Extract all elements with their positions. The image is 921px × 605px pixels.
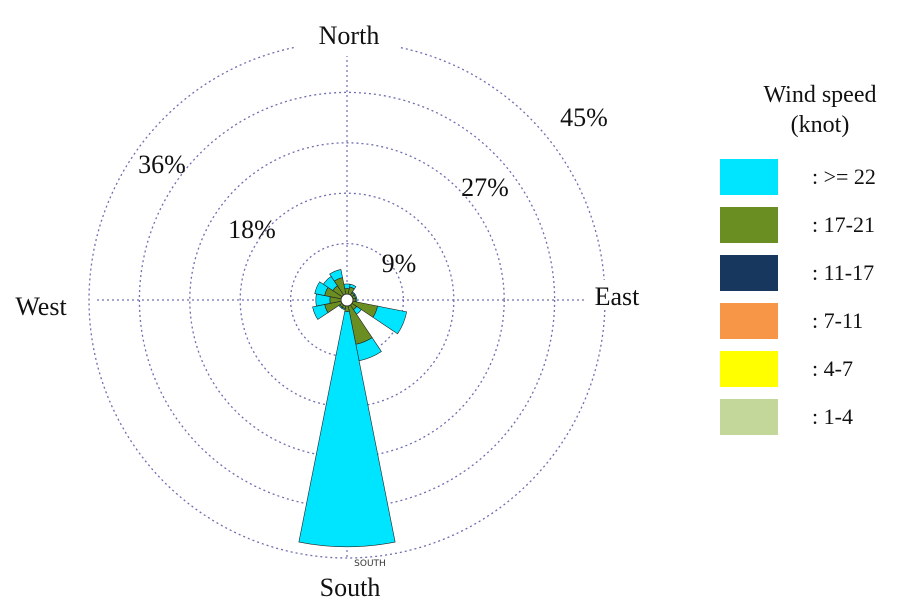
ring-label-18: 18% — [228, 215, 276, 244]
legend-swatch — [720, 207, 778, 243]
legend-swatch — [720, 351, 778, 387]
legend-item: : 17-21 — [720, 206, 920, 244]
ring-label-45: 45% — [560, 103, 608, 132]
direction-label-south: South — [320, 573, 381, 602]
direction-label-east: East — [595, 282, 641, 311]
legend-title: Wind speed (knot) — [725, 80, 915, 140]
wind-sectors — [298, 269, 408, 548]
west-label-bg — [6, 290, 78, 320]
wind-rose-chart: North South East West 9% 18% 27% 36% 45%… — [6, 20, 650, 602]
legend-swatch — [720, 399, 778, 435]
sector-ese-22 — [372, 305, 408, 335]
ring-label-27: 27% — [461, 173, 509, 202]
legend-label: : >= 22 — [812, 164, 876, 189]
sector-e-22 — [355, 297, 358, 303]
calm-center — [340, 293, 354, 307]
legend-item: : 1-4 — [720, 398, 920, 436]
ring-label-36: 36% — [138, 150, 186, 179]
legend-label: : 17-21 — [812, 212, 875, 237]
sector-s-22 — [298, 311, 396, 548]
legend-label: : 7-11 — [812, 308, 864, 333]
legend: Wind speed (knot) : >= 22 : 17-21 : 11-1… — [720, 80, 920, 436]
legend-swatch — [720, 303, 778, 339]
inner-south-label: SOUTH — [354, 559, 386, 569]
north-label-bg — [296, 34, 398, 56]
east-label-bg — [584, 280, 650, 310]
direction-label-north: North — [319, 21, 380, 50]
legend-label: : 1-4 — [812, 404, 853, 429]
legend-swatch — [720, 255, 778, 291]
legend-item: : 7-11 — [720, 302, 920, 340]
legend-swatch — [720, 159, 778, 195]
legend-item: : 11-17 — [720, 254, 920, 292]
legend-title-line2: (knot) — [790, 112, 850, 138]
direction-label-west: West — [15, 292, 67, 321]
legend-label: : 4-7 — [812, 356, 853, 381]
legend-item: : 4-7 — [720, 350, 920, 388]
legend-item: : >= 22 — [720, 158, 920, 196]
sector-wsw-22 — [312, 304, 329, 320]
legend-label: : 11-17 — [812, 260, 875, 285]
sector-nnw-22 — [329, 269, 343, 282]
sector-nne-22 — [349, 283, 357, 290]
ring-label-9: 9% — [382, 249, 417, 278]
south-label-bg — [306, 573, 394, 601]
legend-title-line1: Wind speed — [763, 82, 877, 108]
